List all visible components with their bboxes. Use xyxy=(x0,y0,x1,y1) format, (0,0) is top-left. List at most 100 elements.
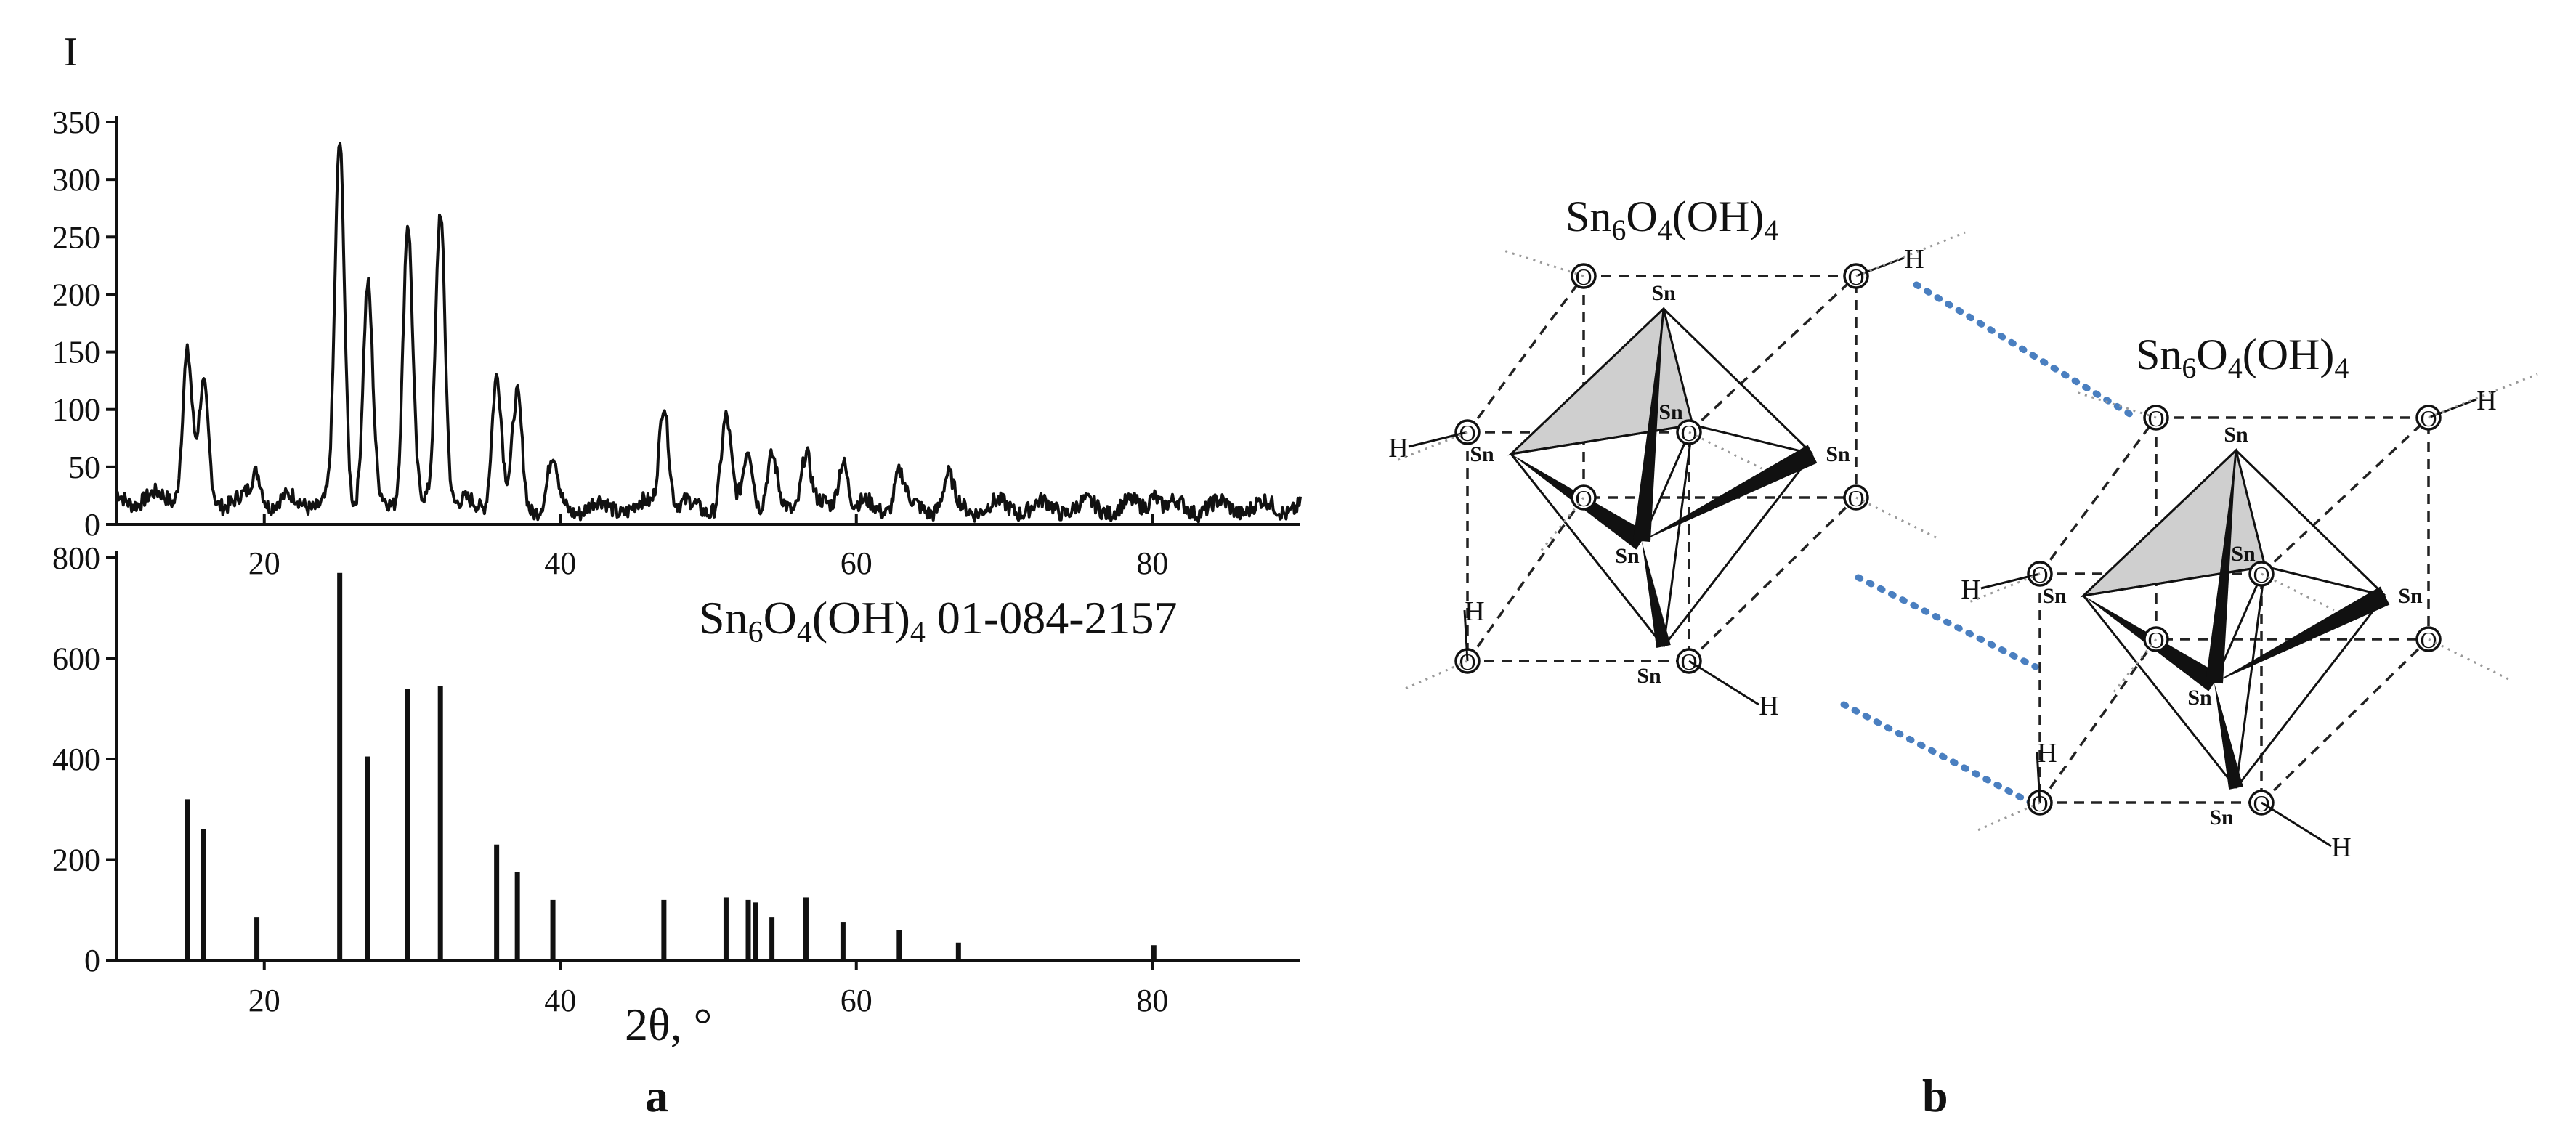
bottom-x-tick-label: 60 xyxy=(841,983,872,1018)
sn-sn-bond xyxy=(1662,424,1694,647)
reference-bar xyxy=(1151,945,1157,960)
hydrogen-bond-2 xyxy=(1855,574,2039,670)
sn-sn-bond xyxy=(1662,453,1814,647)
reference-bar xyxy=(769,917,775,960)
o-h-bond xyxy=(1688,660,1759,706)
reference-bar xyxy=(185,799,190,960)
reference-bar xyxy=(840,922,846,960)
bottom-y-tick-label: 600 xyxy=(52,641,100,677)
top-y-ticks: 0 50 100 150 200 250 300 350 xyxy=(52,105,116,543)
hydrogen-atom-label: H xyxy=(1759,691,1778,721)
experimental-pattern-chart: I 0 50 100 150 200 250 300 350 xyxy=(52,30,1302,543)
wedge-bond xyxy=(2206,450,2236,684)
bottom-y-ticks: 0 200 400 600 800 xyxy=(52,540,116,978)
hydrogen-bond-3 xyxy=(1840,701,2041,810)
cube-edge xyxy=(2260,638,2430,804)
sn-sn-bond xyxy=(2264,565,2386,597)
x-ticks: 20 20 40 40 60 60 80 80 xyxy=(248,514,1168,1018)
sn-atom-label: Sn xyxy=(2398,584,2423,608)
sn-atom-label: Sn xyxy=(2224,423,2248,447)
reference-card-title: Sn6O4(OH)4 01-084-2157 xyxy=(699,592,1178,649)
bottom-x-tick-label: 40 xyxy=(544,983,576,1018)
sn-atom-label: Sn xyxy=(1651,281,1676,305)
hydrogen-atom-label: H xyxy=(2476,386,2496,416)
top-x-tick-label: 40 xyxy=(544,545,576,581)
experimental-trace xyxy=(116,142,1302,524)
top-y-tick-label: 100 xyxy=(52,392,100,428)
top-x-tick-label: 20 xyxy=(248,545,280,581)
sn-atom-label: Sn xyxy=(2187,686,2212,710)
o-h-bond xyxy=(2261,801,2332,848)
hydrogen-atom-label: H xyxy=(2331,832,2351,863)
top-y-tick-label: 150 xyxy=(52,335,100,370)
reference-bar xyxy=(254,917,260,960)
reference-bar xyxy=(896,930,902,960)
reference-bar xyxy=(494,844,500,960)
wedge-bond xyxy=(2214,683,2243,790)
sn-sn-bond xyxy=(2083,565,2266,597)
x-axis-label: 2θ, ° xyxy=(625,999,712,1050)
reference-bars xyxy=(185,572,1157,960)
sn-sn-bond xyxy=(2235,595,2386,789)
reference-bar xyxy=(661,899,667,960)
cube-edge xyxy=(1466,275,1585,434)
bottom-y-tick-label: 400 xyxy=(52,742,100,777)
oxygen-atom-label: O xyxy=(2147,405,2164,431)
lattice-continuation xyxy=(2428,638,2509,681)
hydrogen-atom-label: H xyxy=(1961,575,1980,605)
wedge-bond xyxy=(1633,309,1664,543)
reference-bar xyxy=(405,689,410,960)
cluster-1-formula: Sn6O4(OH)4 xyxy=(1566,192,1778,246)
oxygen-atom-label: O xyxy=(1575,264,1592,290)
hydrogen-atom-label: H xyxy=(1388,433,1408,463)
reference-bar xyxy=(201,829,206,960)
reference-bar xyxy=(803,897,809,960)
sn-sn-bond xyxy=(2235,449,2386,597)
cube-edge xyxy=(1688,275,1858,434)
o-h-bond xyxy=(1408,431,1468,448)
sn-sn-bond xyxy=(1662,307,1814,455)
wedge-bond xyxy=(1642,445,1818,541)
wedge-bond xyxy=(2214,586,2390,683)
reference-bar xyxy=(365,756,370,960)
o-h-bond xyxy=(1463,609,1469,662)
top-y-tick-label: 300 xyxy=(52,162,100,198)
cube-edge xyxy=(1688,496,1858,662)
bottom-y-tick-label: 0 xyxy=(84,943,100,978)
reference-bar xyxy=(337,572,343,960)
lattice-continuation xyxy=(1539,497,1585,553)
bottom-x-tick-label: 20 xyxy=(248,983,280,1018)
top-y-tick-label: 200 xyxy=(52,277,100,312)
cube-edge xyxy=(2260,416,2430,575)
reference-bar xyxy=(437,686,443,960)
bottom-x-tick-label: 80 xyxy=(1136,983,1168,1018)
reference-bar xyxy=(514,872,520,960)
reference-bar xyxy=(723,897,729,960)
top-x-tick-label: 80 xyxy=(1136,545,1168,581)
sn-atom-label: Sn xyxy=(1470,442,1494,466)
sn-sn-bond xyxy=(1510,423,1693,455)
panel-a-label: a xyxy=(645,1070,668,1121)
sn-sn-bond xyxy=(2235,566,2267,789)
oxygen-atom-label: O xyxy=(2420,405,2437,431)
lattice-continuation xyxy=(1974,801,2041,833)
sn-sn-bond xyxy=(1692,423,1813,455)
bottom-y-tick-label: 800 xyxy=(52,540,100,576)
sn-atom-label: Sn xyxy=(1826,442,1850,466)
hydrogen-atom-label: H xyxy=(1465,596,1484,627)
oxygen-atom-label: O xyxy=(1847,264,1864,290)
lattice-continuation xyxy=(1401,660,1468,691)
cube-edge xyxy=(2038,416,2158,575)
sn-atom-label: Sn xyxy=(2209,806,2234,829)
reference-bar xyxy=(753,902,758,960)
y-axis-label: I xyxy=(64,30,78,75)
panel-b-label: b xyxy=(1922,1070,1948,1121)
lattice-continuation xyxy=(1855,231,1966,277)
sn-atom-label: Sn xyxy=(1615,544,1640,568)
reference-pattern-chart: 0 200 400 600 800 20 20 40 40 60 60 80 80 Sn6O4(OH)… xyxy=(52,514,1300,1050)
